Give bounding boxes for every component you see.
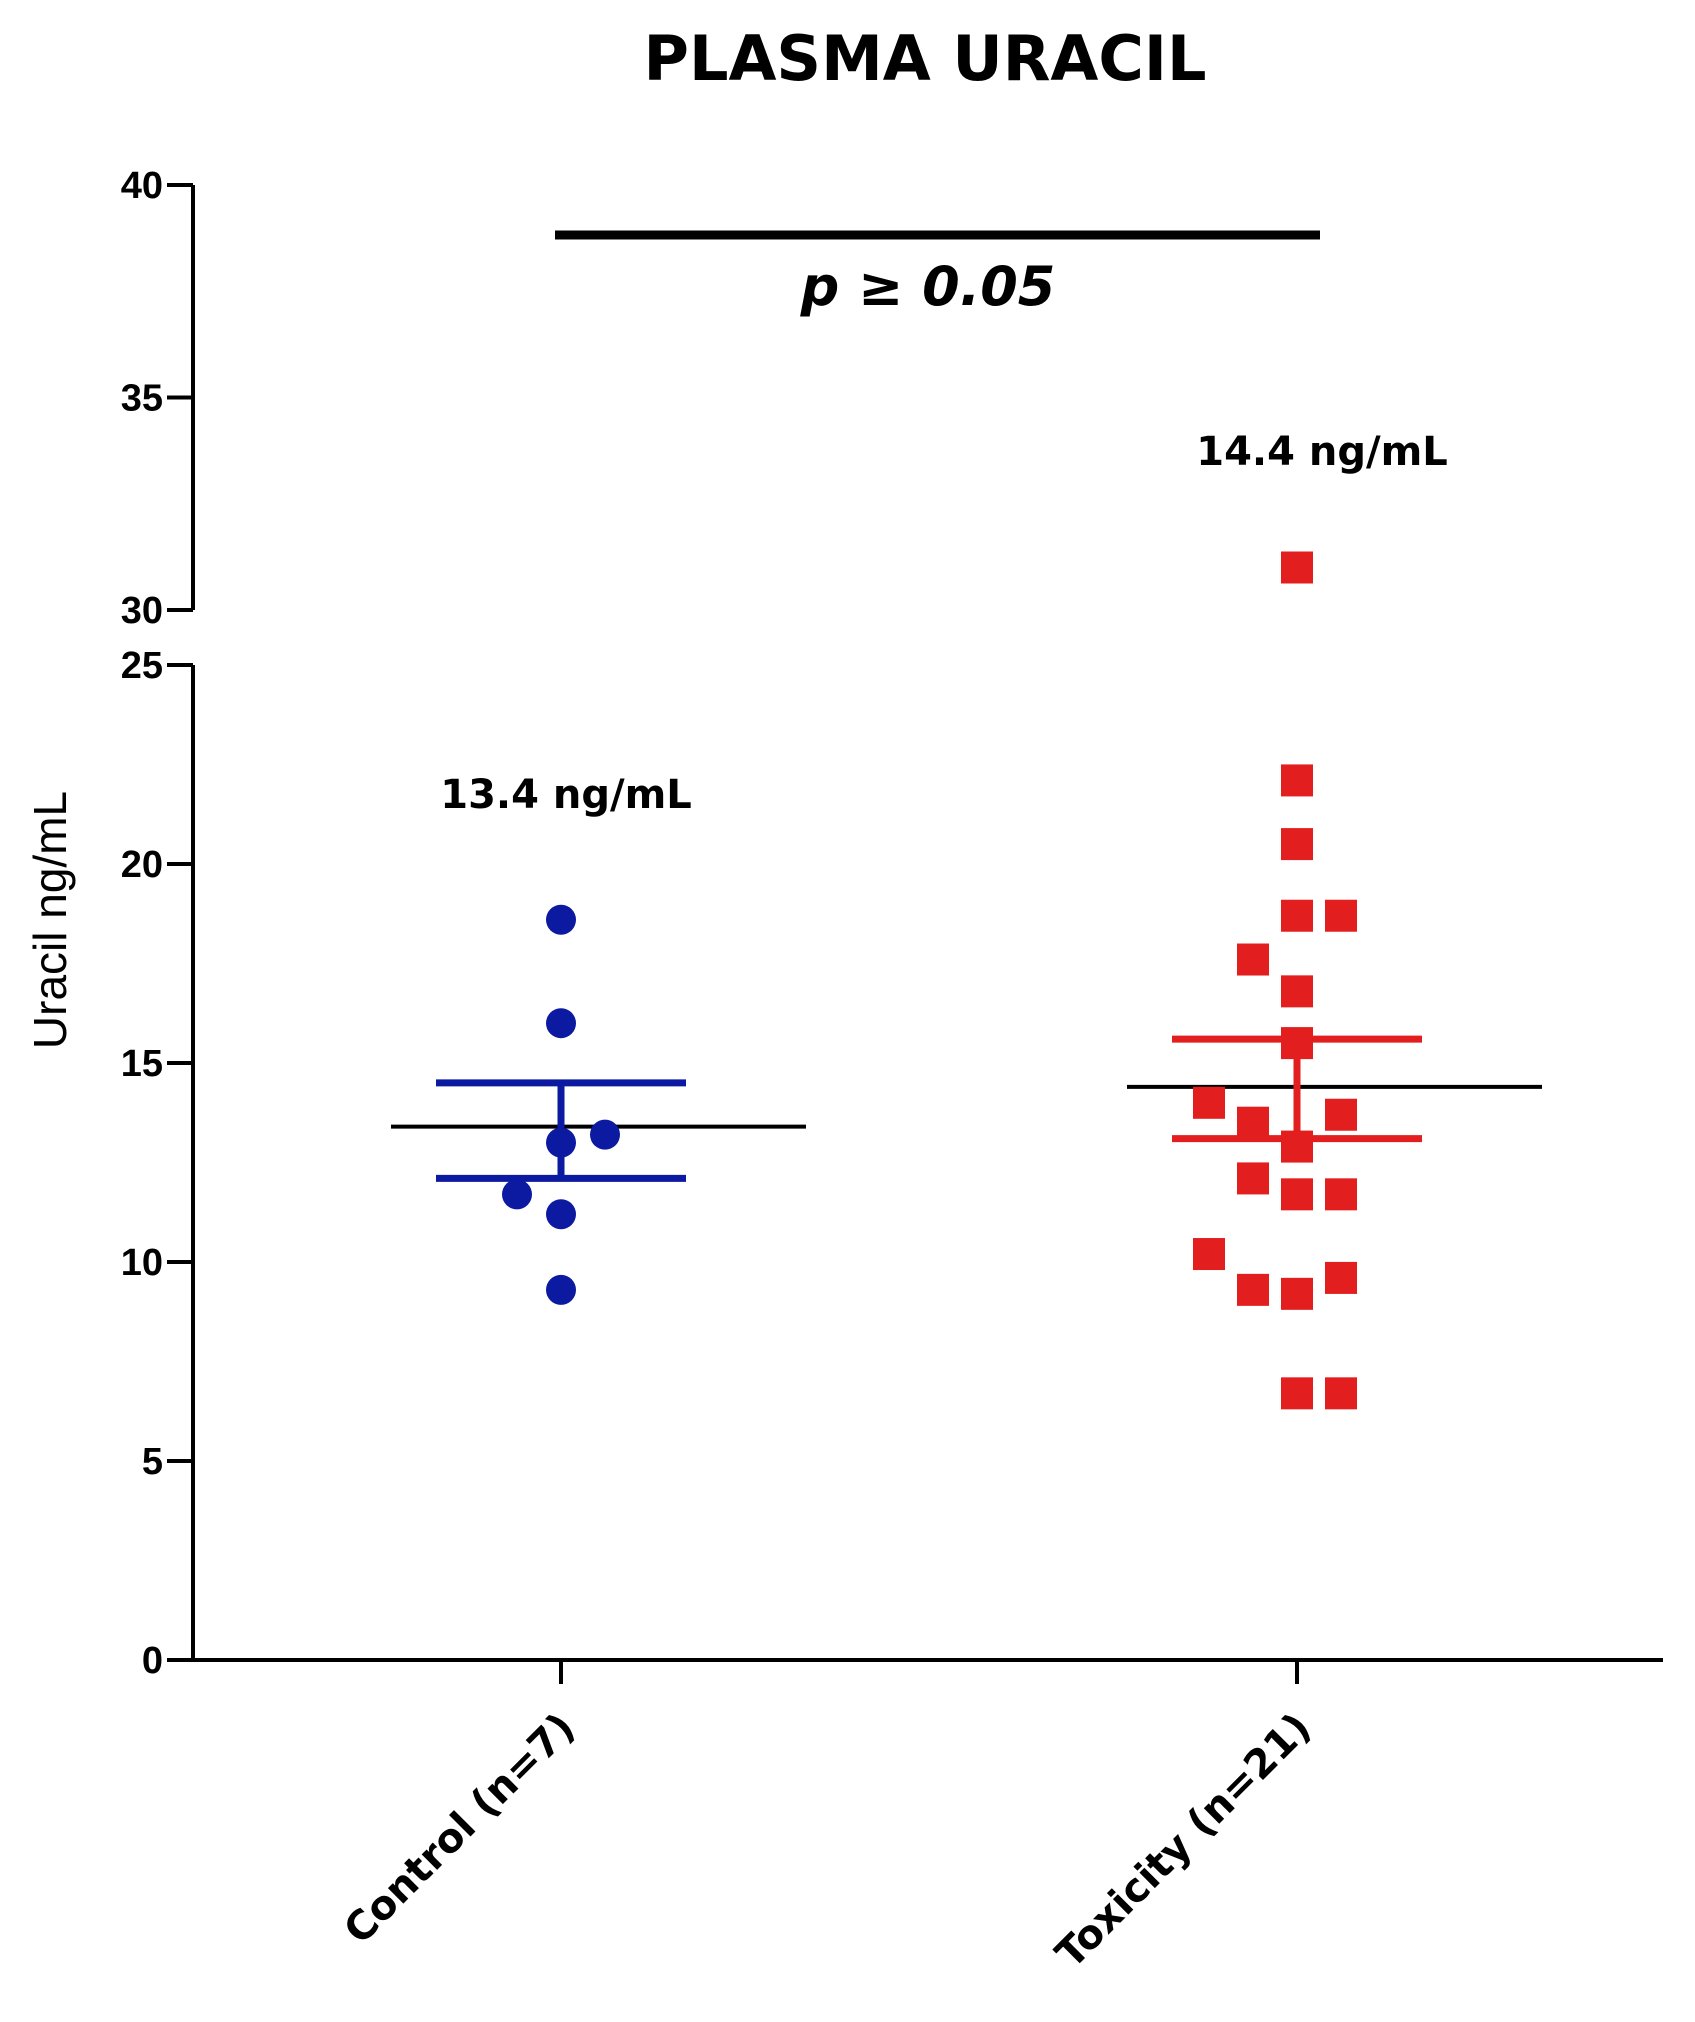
data-point-toxicity [1325,1178,1357,1211]
data-point-control [546,1127,576,1158]
data-point-toxicity [1281,1178,1313,1211]
p-value-annotation: p ≥ 0.05 [800,255,1056,318]
y-ticks: 0 5 10 15 20 25 30 35 40 [121,165,193,1682]
data-point-toxicity [1281,1377,1313,1410]
mean-label-toxicity: 14.4 ng/mL [1196,429,1448,475]
data-point-toxicity [1281,1277,1313,1310]
mean-sem-bars [391,1035,1542,1182]
data-point-control [590,1119,620,1150]
y-tick-label: 35 [121,378,163,420]
y-tick-label: 20 [121,844,163,886]
chart-title: PLASMA URACIL [644,22,1207,95]
x-category-label: Toxicity (n=21) [1047,1705,1320,1978]
data-point-toxicity [1193,1238,1225,1271]
y-tick-label: 30 [121,590,163,632]
data-point-toxicity [1325,1098,1357,1131]
axes [191,185,1663,1662]
y-tick-label: 40 [121,165,163,207]
y-tick-label: 0 [142,1640,163,1682]
data-point-toxicity [1281,1130,1313,1163]
y-tick-label: 15 [121,1043,163,1085]
data-point-toxicity [1325,899,1357,932]
y-axis-label: Uracil ng/mL [24,791,76,1049]
data-point-toxicity [1281,899,1313,932]
data-point-toxicity [1281,975,1313,1008]
y-tick-label: 10 [121,1242,163,1284]
data-points [502,551,1357,1410]
data-point-toxicity [1281,1027,1313,1060]
data-point-control [502,1179,532,1210]
data-point-control [546,1274,576,1305]
data-point-toxicity [1237,1106,1269,1139]
data-point-toxicity [1325,1377,1357,1410]
y-tick-label: 25 [121,645,163,687]
data-point-toxicity [1237,943,1269,976]
data-point-toxicity [1237,1273,1269,1306]
data-point-toxicity [1281,828,1313,861]
data-point-control [546,1008,576,1039]
x-categories: Control (n=7) Toxicity (n=21) [335,1660,1320,1977]
x-category-label: Control (n=7) [335,1705,584,1954]
data-point-control [546,1199,576,1230]
data-point-toxicity [1281,551,1313,584]
data-point-control [546,904,576,935]
mean-label-control: 13.4 ng/mL [440,772,692,818]
data-point-toxicity [1325,1261,1357,1294]
data-point-toxicity [1193,1086,1225,1119]
y-tick-label: 5 [142,1441,163,1483]
data-point-toxicity [1281,764,1313,797]
data-point-toxicity [1237,1162,1269,1195]
